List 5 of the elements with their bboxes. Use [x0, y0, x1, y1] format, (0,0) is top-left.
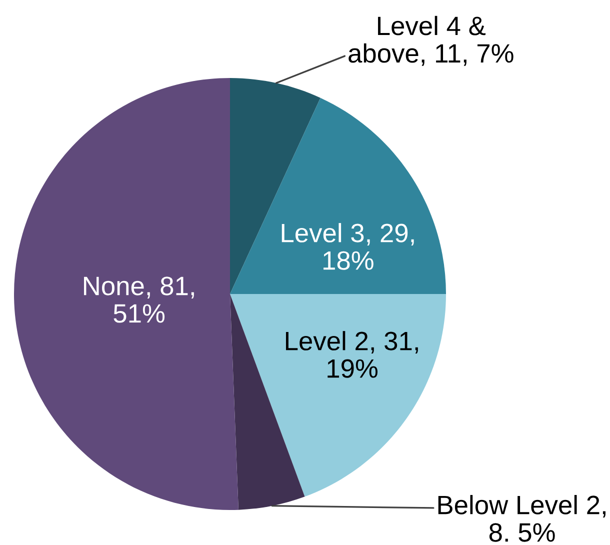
slice-label: Level 3, 29, 18%	[282, 223, 414, 270]
slice-label: Level 2, 31, 19%	[286, 331, 418, 378]
slice-label: Level 4 & above, 11, 7%	[348, 16, 514, 66]
slice-label: Below Level 2, 8. 5%	[438, 494, 606, 542]
slice-label: None, 81, 51%	[84, 276, 194, 323]
